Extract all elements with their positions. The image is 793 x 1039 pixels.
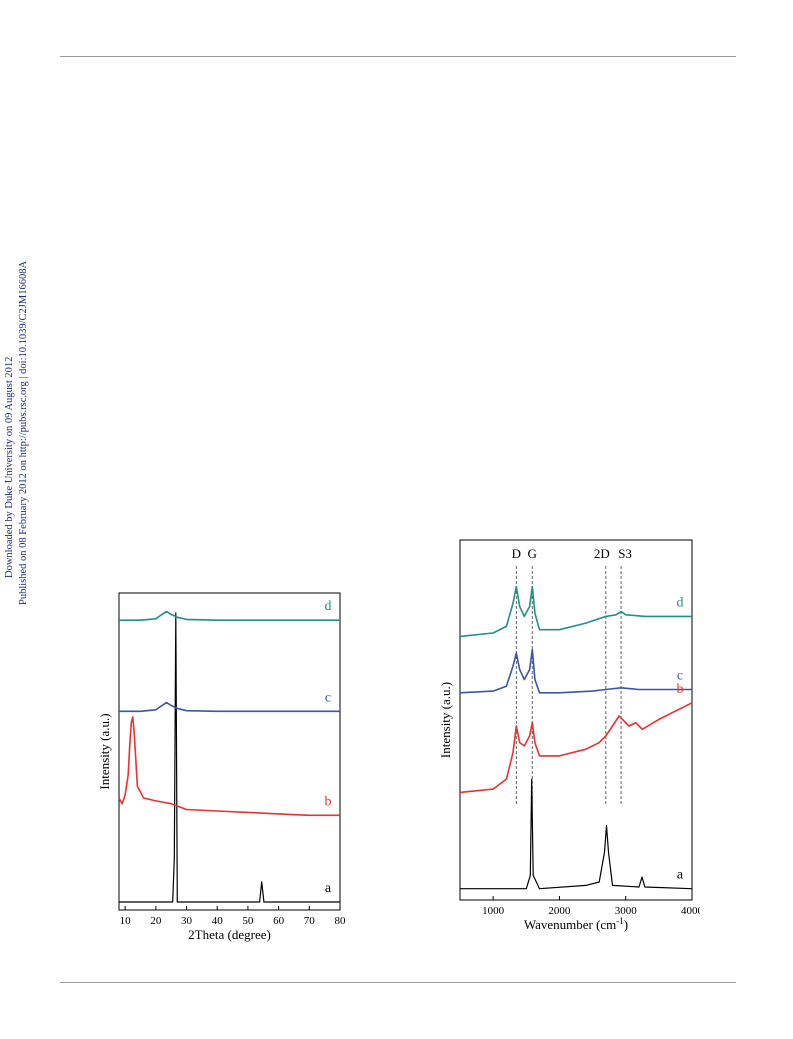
series-line-a (460, 778, 693, 890)
raman-xlabel-main: Wavenumber (cm (524, 917, 616, 932)
raman-y-axis-label: Intensity (a.u.) (438, 682, 453, 758)
raman-series-labels: a bc d (677, 595, 684, 882)
side-note-line1: Downloaded by Duke University on 09 Augu… (4, 357, 15, 578)
xrd-x-axis-label: 2Theta (degree) (188, 927, 271, 942)
x-tick-label: 20 (150, 915, 162, 927)
series-label-b: b (325, 794, 332, 809)
side-download-note: Downloaded by Duke University on 09 Augu… (0, 0, 40, 1039)
series-line-a (119, 612, 340, 903)
x-tick-label: 40 (212, 915, 224, 927)
series-label-a: a (677, 868, 684, 883)
x-tick-label: 30 (181, 915, 193, 927)
xrd-chart-svg: 10 20 30 40 50 60 70 80 a b c d 2Theta (degree) In… (97, 592, 346, 942)
raman-x-axis-label: Wavenumber (cm-1) (524, 916, 628, 932)
series-label-b: b (677, 682, 684, 697)
raman-xlabel-sup: -1 (616, 916, 624, 926)
footer-rule (60, 982, 736, 983)
xrd-plot-frame (118, 592, 341, 911)
x-tick-label: 80 (335, 915, 347, 927)
series-line-d (119, 610, 340, 622)
xrd-series-group (118, 610, 340, 903)
series-label-d: d (325, 599, 332, 614)
xrd-chart: 10 20 30 40 50 60 70 80 a b c d 2Theta (degree) In… (95, 585, 350, 965)
raman-chart: DG 2D S3 1000 2000 3000 4000 a bc d Wavenumber … (430, 530, 704, 940)
series-line-b (118, 716, 340, 817)
peak-label-d: D (512, 546, 521, 561)
peak-label-s3: S3 (618, 546, 632, 561)
x-tick-label: 3000 (615, 905, 638, 917)
series-label-d: d (677, 595, 684, 610)
x-tick-label: 2000 (548, 905, 571, 917)
xrd-series-labels: a b c d (325, 599, 332, 896)
side-note-line2: Published on 08 February 2012 on http://… (18, 261, 29, 605)
raman-ticks-group: 1000 2000 3000 4000 (482, 896, 704, 917)
raman-xlabel-end: ) (624, 917, 628, 932)
peak-label-2d: 2D (594, 546, 610, 561)
x-tick-label: 1000 (482, 905, 505, 917)
x-tick-label: 10 (120, 915, 132, 927)
peak-label-g: G (528, 546, 537, 561)
raman-chart-svg: DG 2D S3 1000 2000 3000 4000 a bc d Wavenumber … (438, 539, 704, 932)
raman-plot-frame (459, 539, 693, 901)
series-line-c (119, 701, 340, 713)
series-line-b (459, 702, 693, 794)
x-tick-label: 70 (304, 915, 316, 927)
series-line-d (459, 585, 692, 638)
xrd-y-axis-label: Intensity (a.u.) (97, 713, 112, 789)
xrd-ticks-group: 10 20 30 40 50 60 70 80 (120, 906, 346, 927)
raman-series-group (459, 585, 693, 890)
header-rule (60, 56, 736, 57)
side-note-svg: Downloaded by Duke University on 09 Augu… (4, 261, 29, 605)
series-label-c: c (325, 690, 331, 705)
series-label-a: a (325, 881, 332, 896)
series-label-c: c (677, 668, 683, 683)
x-tick-label: 4000 (681, 905, 700, 917)
series-line-c (459, 648, 692, 694)
x-tick-label: 50 (242, 915, 254, 927)
x-tick-label: 60 (273, 915, 285, 927)
raman-peak-guides: D G 2D S3 (512, 546, 632, 805)
